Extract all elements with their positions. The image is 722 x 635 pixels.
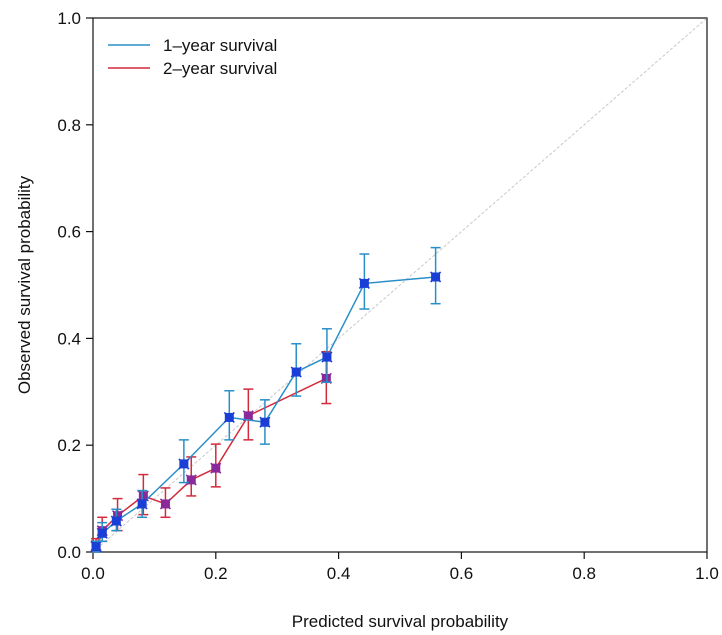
data-point-marker [159,498,172,510]
x-tick-label: 0.4 [327,564,351,583]
marker-cross [136,498,148,510]
marker-cross [90,541,102,553]
x-tick-label: 0.0 [81,564,105,583]
y-tick-label: 1.0 [57,9,81,28]
x-tick-label: 0.8 [572,564,596,583]
data-point-marker [358,277,370,289]
data-point-marker [185,474,197,486]
y-axis-title: Observed survival probability [15,175,34,394]
series-1-year [90,246,442,553]
reference-diagonal [92,17,708,553]
marker-cross [290,366,302,378]
data-point-marker [259,416,271,428]
plot-frame [92,17,708,553]
marker-cross [321,351,333,363]
marker-cross [358,277,370,289]
y-tick-label: 0.8 [57,116,81,135]
marker-cross [259,416,271,428]
legend-label-2-year: 2–year survival [163,59,277,78]
y-axis-ticks: 0.0 0.2 0.4 0.6 0.8 1.0 [57,9,93,562]
y-tick-label: 0.0 [57,543,81,562]
data-point-marker [110,515,122,527]
y-tick-label: 0.4 [57,329,81,348]
data-point-marker [223,411,235,423]
marker-cross [210,462,222,474]
series-line [95,377,327,546]
x-tick-label: 0.6 [450,564,474,583]
data-point-marker [178,458,190,470]
x-tick-label: 0.2 [204,564,228,583]
data-point-marker [430,271,442,283]
data-point-marker [210,462,222,474]
marker-cross [223,411,235,423]
marker-cross [159,498,172,510]
x-tick-label: 1.0 [695,564,719,583]
legend-label-1-year: 1–year survival [163,36,277,55]
marker-cross [137,490,149,502]
legend: 1–year survival 2–year survival [108,36,277,78]
marker-cross [96,527,108,539]
data-point-marker [321,351,333,363]
marker-cross [178,458,190,470]
y-tick-label: 0.6 [57,223,81,242]
series-line [95,276,436,548]
x-axis-title: Predicted survival probability [292,612,509,631]
data-point-marker [96,527,108,539]
x-axis-ticks: 0.0 0.2 0.4 0.6 0.8 1.0 [81,552,719,583]
data-point-marker [90,541,102,553]
data-point-marker [290,366,302,378]
marker-cross [430,271,442,283]
y-tick-label: 0.2 [57,436,81,455]
marker-cross [110,515,122,527]
series-layer [90,246,442,553]
data-point-marker [136,498,148,510]
